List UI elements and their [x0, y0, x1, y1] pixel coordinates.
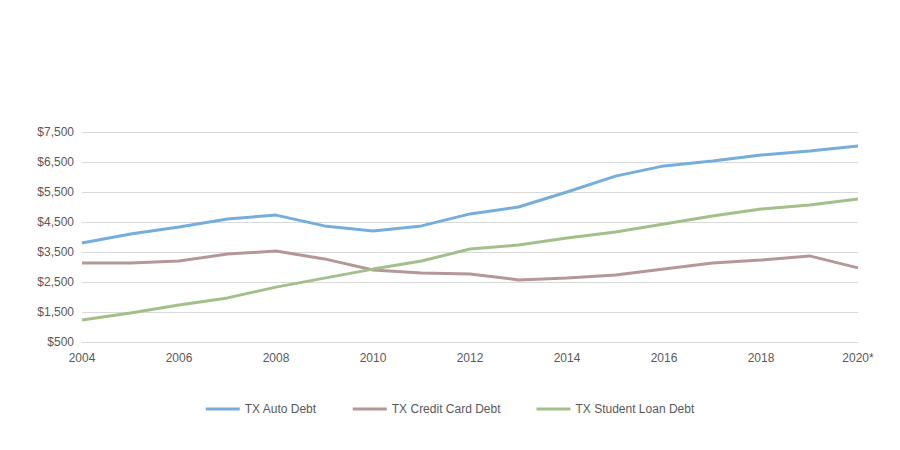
- svg-text:2020*: 2020*: [842, 351, 874, 365]
- svg-text:2010: 2010: [360, 351, 387, 365]
- svg-text:$6,500: $6,500: [37, 155, 74, 169]
- svg-text:2014: 2014: [554, 351, 581, 365]
- svg-text:$7,500: $7,500: [37, 125, 74, 139]
- svg-text:2008: 2008: [263, 351, 290, 365]
- svg-text:$500: $500: [47, 335, 74, 349]
- svg-text:TX Credit Card Debt: TX Credit Card Debt: [392, 402, 501, 416]
- svg-text:2018: 2018: [748, 351, 775, 365]
- svg-text:2006: 2006: [166, 351, 193, 365]
- svg-text:$3,500: $3,500: [37, 245, 74, 259]
- svg-text:2012: 2012: [457, 351, 484, 365]
- svg-text:TX Auto Debt: TX Auto Debt: [245, 402, 317, 416]
- svg-text:$2,500: $2,500: [37, 275, 74, 289]
- svg-text:$1,500: $1,500: [37, 305, 74, 319]
- svg-text:2016: 2016: [651, 351, 678, 365]
- svg-text:$5,500: $5,500: [37, 185, 74, 199]
- svg-text:TX Student Loan Debt: TX Student Loan Debt: [575, 402, 694, 416]
- svg-text:2004: 2004: [69, 351, 96, 365]
- svg-text:$4,500: $4,500: [37, 215, 74, 229]
